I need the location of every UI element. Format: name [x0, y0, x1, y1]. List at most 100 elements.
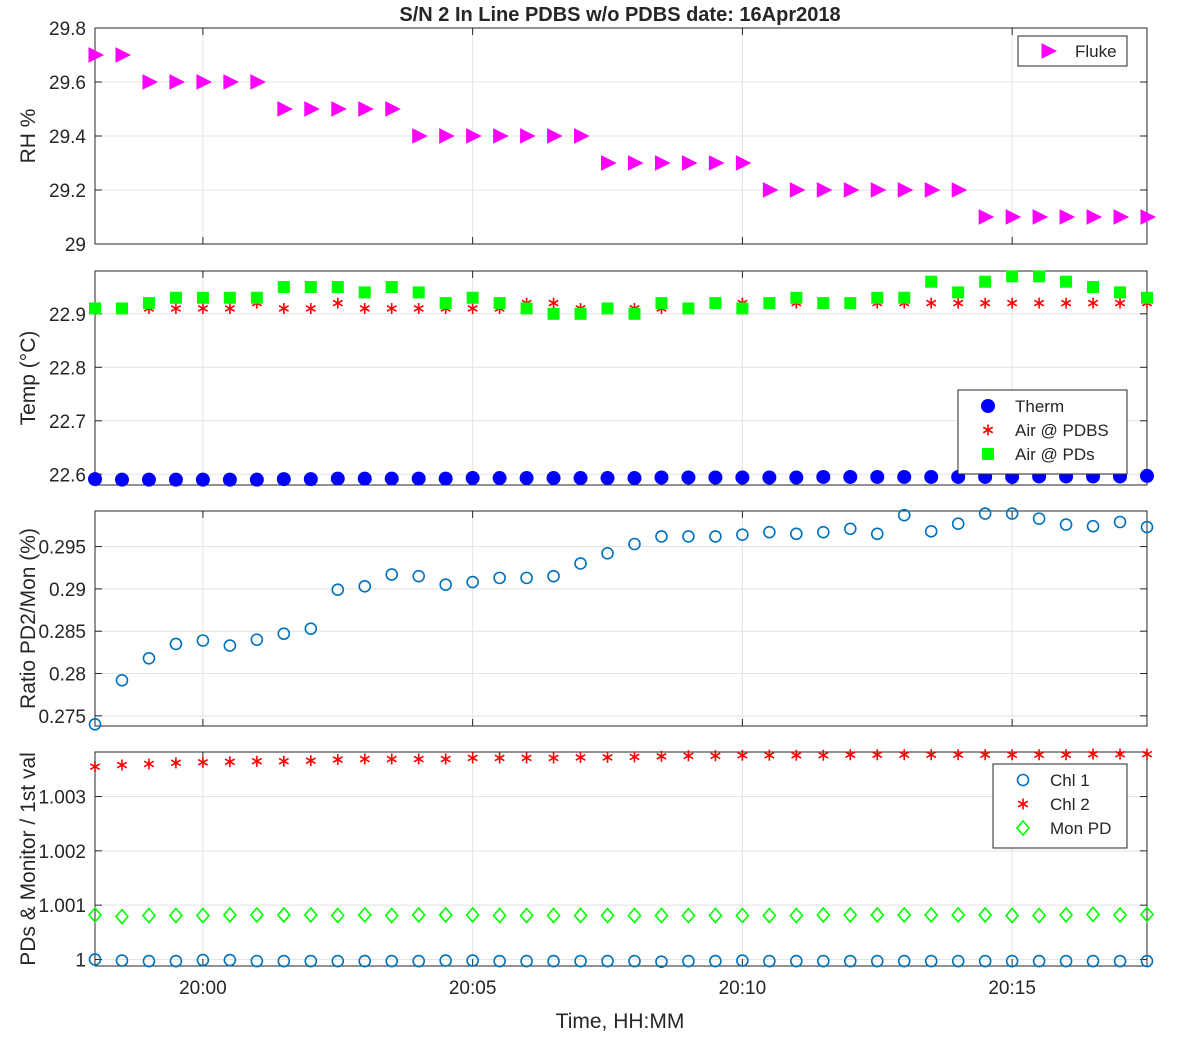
legend-marker: [982, 424, 994, 436]
data-point: [412, 286, 425, 299]
data-point: [223, 291, 236, 304]
plot-area: [95, 511, 1147, 726]
data-point: [250, 633, 264, 646]
data-point: [601, 547, 614, 560]
series-series-0: [88, 507, 1154, 731]
data-point: [1032, 512, 1046, 525]
data-point: [277, 627, 291, 641]
data-point: [413, 302, 424, 314]
data-point: [763, 954, 776, 968]
data-point: [656, 750, 667, 762]
data-point: [224, 756, 236, 768]
data-point: [115, 954, 129, 967]
data-point: [951, 954, 965, 968]
data-point: [547, 128, 563, 144]
data-point: [1005, 907, 1020, 924]
data-point: [195, 907, 210, 924]
y-tick-label: 0.28: [49, 665, 86, 686]
y-axis-label: PDs & Monitor / 1st val: [17, 752, 40, 966]
legend-marker: [1016, 773, 1030, 787]
data-point: [440, 753, 451, 765]
data-point: [385, 568, 399, 581]
data-point: [547, 954, 560, 968]
series-mon-pd: [87, 906, 1155, 925]
data-point: [465, 471, 480, 486]
data-point: [223, 639, 237, 652]
data-point: [979, 297, 991, 309]
data-point: [1005, 507, 1019, 520]
y-tick-label: 0.285: [38, 622, 86, 643]
panel-4: 1 1.001 1.002 1.003 20:00 20:05 20:10 20:15 PDs …: [17, 748, 1155, 999]
data-point: [494, 752, 505, 764]
data-point: [278, 755, 289, 767]
data-point: [764, 749, 775, 761]
data-point: [114, 908, 130, 925]
data-point: [465, 906, 480, 924]
data-point: [547, 569, 560, 583]
data-point: [115, 673, 129, 687]
data-point: [926, 297, 937, 309]
data-point: [1032, 954, 1046, 968]
data-point: [385, 101, 401, 117]
data-point: [170, 302, 182, 314]
data-point: [789, 470, 804, 485]
data-point: [331, 583, 345, 597]
data-point: [709, 954, 722, 968]
data-point: [1005, 954, 1019, 968]
data-point: [169, 291, 182, 304]
data-point: [1087, 281, 1100, 294]
y-tick-label: 0.295: [38, 538, 86, 559]
data-point: [1032, 209, 1049, 225]
data-point: [600, 471, 615, 486]
data-point: [1141, 748, 1153, 760]
data-point: [357, 906, 372, 924]
data-point: [277, 281, 290, 294]
data-point: [1006, 270, 1019, 283]
data-point: [627, 907, 642, 924]
legend-label: Chl 1: [1050, 771, 1090, 790]
data-point: [1033, 270, 1046, 283]
data-point: [88, 718, 102, 731]
data-point: [467, 302, 478, 314]
y-tick-label: 29.6: [49, 73, 86, 94]
data-point: [466, 575, 479, 589]
data-point: [330, 907, 345, 924]
legend-label: Fluke: [1075, 42, 1117, 61]
data-point: [953, 297, 964, 309]
data-point: [169, 637, 183, 651]
data-point: [520, 128, 536, 144]
data-point: [926, 749, 937, 761]
data-point: [142, 74, 159, 90]
data-point: [654, 470, 669, 485]
data-point: [573, 907, 588, 924]
y-tick-label: 1.003: [38, 788, 86, 809]
data-point: [655, 955, 668, 968]
data-point: [1033, 749, 1045, 761]
data-point: [816, 906, 831, 924]
data-point: [573, 471, 588, 486]
data-point: [735, 155, 752, 171]
y-tick-label: 22.9: [49, 305, 86, 326]
data-point: [385, 954, 399, 968]
data-point: [412, 954, 425, 968]
data-point: [88, 472, 102, 487]
panel-2: 22.6 22.7 22.8 22.9 Temp (°C) Therm Air @ PDBS…: [17, 270, 1154, 487]
data-point: [1005, 209, 1022, 225]
data-point: [222, 472, 237, 487]
data-point: [816, 182, 833, 198]
data-point: [466, 291, 479, 304]
data-point: [924, 954, 938, 968]
y-tick-label: 29.2: [49, 181, 86, 202]
data-point: [709, 297, 722, 310]
data-point: [953, 749, 964, 761]
data-point: [276, 472, 291, 487]
data-point: [1032, 907, 1047, 924]
data-point: [196, 291, 209, 304]
y-tick-label: 1: [75, 950, 86, 971]
data-point: [897, 906, 912, 924]
data-point: [331, 101, 347, 117]
data-point: [548, 752, 559, 764]
data-point: [116, 759, 128, 771]
data-point: [870, 906, 885, 924]
data-point: [1085, 906, 1101, 923]
